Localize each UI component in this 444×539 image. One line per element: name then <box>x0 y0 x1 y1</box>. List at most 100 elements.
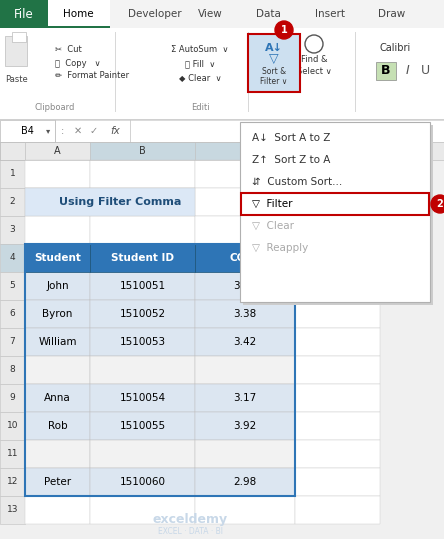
Text: Student ID: Student ID <box>111 253 174 263</box>
Bar <box>195 244 295 272</box>
Bar <box>25 496 90 524</box>
Text: U: U <box>420 65 429 78</box>
Bar <box>25 440 90 468</box>
Bar <box>195 188 295 216</box>
Bar <box>90 328 195 356</box>
Text: Select ∨: Select ∨ <box>297 67 331 77</box>
Text: CGPA: CGPA <box>230 253 260 263</box>
Bar <box>90 412 195 440</box>
Bar <box>295 384 380 412</box>
Bar <box>195 300 295 328</box>
Bar <box>25 356 90 384</box>
Text: ⤓ Fill  ∨: ⤓ Fill ∨ <box>185 59 215 68</box>
Text: 5: 5 <box>10 281 16 291</box>
Text: Calibri: Calibri <box>379 43 411 53</box>
Bar <box>0 142 25 160</box>
Text: Draw: Draw <box>378 9 406 19</box>
Text: 11: 11 <box>7 450 18 459</box>
Text: Anna: Anna <box>44 393 71 403</box>
Bar <box>195 300 295 328</box>
Text: Developer: Developer <box>128 9 182 19</box>
Bar <box>25 160 90 188</box>
Bar <box>25 384 90 412</box>
Bar <box>295 496 380 524</box>
Bar <box>25 244 90 272</box>
Text: Peter: Peter <box>44 477 71 487</box>
Text: B4: B4 <box>20 126 33 136</box>
Bar <box>195 384 295 412</box>
Text: 12: 12 <box>7 478 18 487</box>
Text: 1: 1 <box>281 25 287 35</box>
Text: 1510053: 1510053 <box>119 337 166 347</box>
Text: 1: 1 <box>10 169 16 178</box>
Text: 13: 13 <box>7 506 18 515</box>
Bar <box>0 244 25 272</box>
Text: ▾: ▾ <box>46 127 50 135</box>
Bar <box>295 412 380 440</box>
Bar <box>295 356 380 384</box>
Text: 3.42: 3.42 <box>234 337 257 347</box>
Bar <box>0 412 25 440</box>
Text: 3.38: 3.38 <box>234 309 257 319</box>
Text: Data: Data <box>256 9 281 19</box>
Bar <box>248 32 249 112</box>
Bar <box>90 272 195 300</box>
Bar <box>248 34 300 92</box>
Text: ▽: ▽ <box>269 52 279 65</box>
Bar <box>0 120 55 142</box>
Bar <box>25 356 90 384</box>
Bar <box>195 244 295 272</box>
Bar <box>25 412 90 440</box>
Bar <box>90 244 195 272</box>
Text: John: John <box>46 281 69 291</box>
Text: ▽  Clear: ▽ Clear <box>252 221 294 231</box>
Text: 1510051: 1510051 <box>119 281 166 291</box>
Bar <box>295 468 380 496</box>
Bar <box>90 272 195 300</box>
Bar <box>25 272 90 300</box>
Bar <box>195 468 295 496</box>
Bar <box>12 32 26 42</box>
Text: 4: 4 <box>10 253 15 262</box>
Bar <box>90 356 195 384</box>
Text: 7: 7 <box>10 337 16 347</box>
Text: 8: 8 <box>10 365 16 375</box>
Bar <box>195 272 295 300</box>
Text: A↓: A↓ <box>265 43 283 53</box>
Text: File: File <box>14 8 34 20</box>
Bar <box>25 300 90 328</box>
Text: 3: 3 <box>10 225 16 234</box>
Bar <box>240 122 430 302</box>
Text: Paste: Paste <box>4 75 28 85</box>
Bar <box>90 300 195 328</box>
Bar <box>0 440 25 468</box>
Bar <box>0 160 25 188</box>
Text: B: B <box>139 146 146 156</box>
Bar <box>0 384 25 412</box>
Bar <box>25 188 90 216</box>
Bar <box>90 412 195 440</box>
Bar <box>195 356 295 384</box>
Bar <box>195 272 295 300</box>
Bar <box>195 412 295 440</box>
Text: 2: 2 <box>436 199 444 209</box>
Bar <box>295 216 380 244</box>
Bar <box>90 328 195 356</box>
Bar <box>0 356 25 384</box>
Text: Editi: Editi <box>190 103 209 113</box>
Bar <box>195 328 295 356</box>
Text: fx: fx <box>110 126 120 136</box>
Bar <box>0 0 444 28</box>
Text: Student: Student <box>34 253 81 263</box>
Bar <box>90 216 195 244</box>
Circle shape <box>431 195 444 213</box>
Text: ⎘  Copy   ∨: ⎘ Copy ∨ <box>55 59 101 67</box>
Text: 10: 10 <box>7 421 18 431</box>
Bar <box>25 440 90 468</box>
Bar <box>195 468 295 496</box>
Text: I: I <box>406 65 410 78</box>
Bar <box>25 468 90 496</box>
Text: exceldemy: exceldemy <box>152 514 228 527</box>
Bar <box>90 440 195 468</box>
Bar <box>195 440 295 468</box>
